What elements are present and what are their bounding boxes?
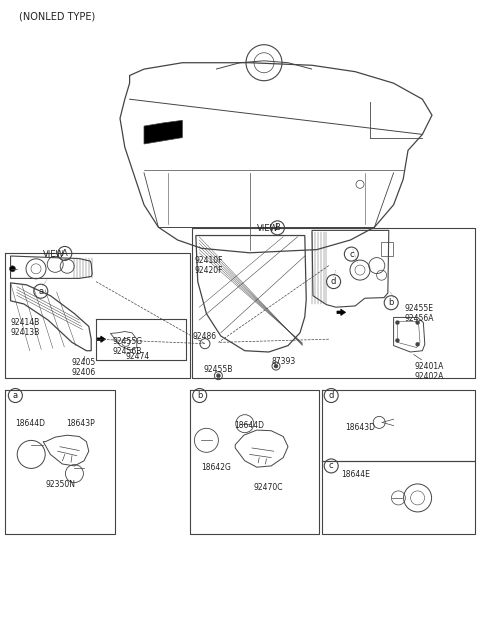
Text: 92405
92406: 92405 92406 bbox=[72, 358, 96, 377]
Text: 92410F
92420F: 92410F 92420F bbox=[194, 256, 223, 275]
Text: 92486: 92486 bbox=[193, 332, 217, 340]
Text: a: a bbox=[13, 391, 18, 400]
Text: A: A bbox=[62, 249, 68, 258]
Circle shape bbox=[216, 374, 220, 378]
Polygon shape bbox=[97, 336, 106, 342]
Text: b: b bbox=[388, 298, 394, 307]
Text: 92455B: 92455B bbox=[204, 365, 233, 374]
Polygon shape bbox=[144, 120, 182, 144]
Circle shape bbox=[10, 266, 15, 272]
Text: 92455E
92456A: 92455E 92456A bbox=[404, 304, 433, 323]
Text: 92474: 92474 bbox=[126, 352, 150, 361]
Text: 92401A
92402A: 92401A 92402A bbox=[415, 362, 444, 381]
Text: c: c bbox=[349, 250, 354, 259]
Text: (NONLED TYPE): (NONLED TYPE) bbox=[19, 12, 96, 22]
Text: 18644E: 18644E bbox=[341, 470, 370, 479]
Text: 18642G: 18642G bbox=[201, 463, 231, 472]
Text: B: B bbox=[275, 223, 280, 232]
Text: c: c bbox=[329, 461, 334, 470]
Text: VIEW: VIEW bbox=[43, 250, 65, 259]
Text: 92414B
92413B: 92414B 92413B bbox=[11, 318, 40, 337]
Text: b: b bbox=[197, 391, 203, 400]
Text: 92455G
92456B: 92455G 92456B bbox=[113, 337, 143, 356]
Text: 18643P: 18643P bbox=[66, 419, 95, 428]
Circle shape bbox=[416, 321, 419, 324]
Text: d: d bbox=[331, 277, 336, 286]
Text: 18643D: 18643D bbox=[345, 423, 375, 432]
Circle shape bbox=[396, 339, 399, 342]
Circle shape bbox=[274, 364, 278, 368]
Text: 18644D: 18644D bbox=[235, 421, 264, 430]
Circle shape bbox=[396, 321, 399, 324]
Polygon shape bbox=[337, 309, 346, 316]
Text: d: d bbox=[328, 391, 334, 400]
Circle shape bbox=[416, 343, 419, 346]
Text: 92470C: 92470C bbox=[253, 483, 283, 492]
Text: a: a bbox=[38, 287, 43, 296]
Text: VIEW: VIEW bbox=[257, 224, 278, 233]
Text: 87393: 87393 bbox=[271, 357, 295, 366]
Text: 18644D: 18644D bbox=[15, 419, 45, 428]
Text: 92350N: 92350N bbox=[45, 480, 75, 489]
